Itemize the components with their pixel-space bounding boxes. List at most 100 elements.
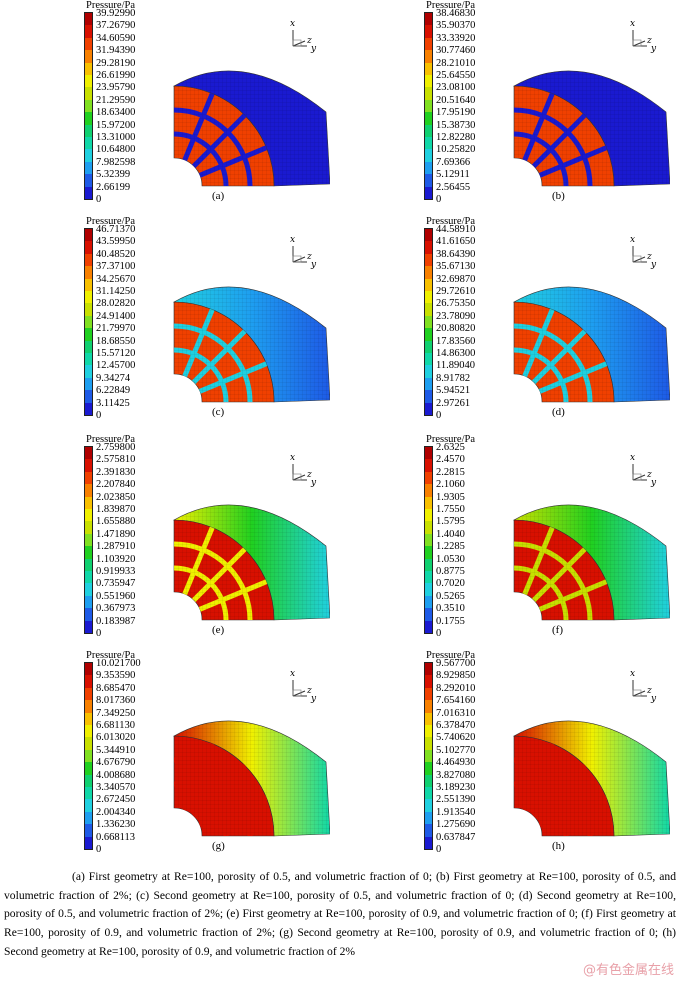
colorbar-tick-label: 12.45700	[96, 360, 136, 372]
colorbar-segment	[425, 737, 432, 751]
colorbar-tick-label: 29.72610	[436, 286, 476, 297]
subfigure-label: (e)	[212, 624, 225, 636]
colorbar	[84, 12, 93, 200]
pressure-contour-model	[490, 62, 671, 197]
colorbar-segment	[85, 620, 92, 634]
pressure-contour-model	[490, 712, 671, 847]
colorbar-segment	[85, 229, 92, 242]
svg-text:y: y	[310, 44, 317, 54]
colorbar	[424, 12, 433, 200]
colorbar-tick-label: 8.91782	[436, 372, 471, 384]
colorbar-tick-label: 0.735947	[96, 578, 136, 590]
colorbar-segment	[425, 112, 432, 126]
colorbar-segment	[425, 484, 432, 498]
colorbar-title: Pressure/Pa	[426, 650, 475, 661]
subfigure-label: (g)	[212, 840, 225, 852]
svg-text:z: z	[646, 686, 652, 696]
colorbar-tick-label: 2.56455	[436, 181, 471, 193]
colorbar-segment	[85, 447, 92, 460]
colorbar-segment	[425, 687, 432, 701]
colorbar-tick-label: 2.672450	[96, 794, 136, 806]
colorbar-segment	[425, 595, 432, 609]
colorbar-tick-label: 5.94521	[436, 385, 471, 397]
colorbar-tick-label: 41.61650	[436, 236, 476, 248]
svg-text:z: z	[646, 36, 652, 46]
colorbar-segment	[425, 241, 432, 255]
colorbar-segment	[85, 149, 92, 163]
colorbar-tick-label: 35.67130	[436, 261, 476, 273]
colorbar-segment	[425, 402, 432, 416]
colorbar-segment	[425, 186, 432, 200]
model-mesh	[174, 70, 330, 186]
colorbar-segment	[85, 253, 92, 267]
colorbar-tick-label: 38.64390	[436, 248, 476, 260]
colorbar-segment	[85, 390, 92, 404]
colorbar-segment	[425, 353, 432, 366]
subfigure-label: (c)	[212, 406, 225, 418]
colorbar-segment	[425, 377, 432, 391]
subfigure-label: (d)	[552, 406, 565, 418]
colorbar-tick-label: 38.46830	[436, 8, 476, 19]
colorbar-segment	[425, 149, 432, 163]
colorbar-tick-label: 2.207840	[96, 479, 136, 491]
svg-text:x: x	[290, 19, 295, 29]
contour-panel-g: Pressure/Pa 10.021700 9.353590 8.685470 8.01…	[0, 650, 340, 862]
colorbar-segment	[85, 762, 92, 776]
colorbar-tick-label: 1.0530	[436, 553, 465, 565]
colorbar-segment	[85, 328, 92, 342]
colorbar-tick-label: 2.1060	[436, 479, 465, 491]
subfigure-label: (a)	[212, 190, 225, 202]
colorbar-segment	[85, 509, 92, 522]
svg-text:y: y	[310, 478, 317, 488]
colorbar-segment	[425, 13, 432, 26]
svg-text:y: y	[650, 44, 657, 54]
colorbar-tick-label: 26.61990	[96, 70, 136, 81]
colorbar-tick-label: 20.80820	[436, 323, 476, 335]
colorbar-tick-label: 8.929850	[436, 670, 476, 682]
colorbar-tick-label: 1.5795	[436, 516, 465, 528]
colorbar-tick-label: 1.9305	[436, 491, 465, 503]
colorbar-tick-label: 30.77460	[436, 45, 476, 57]
colorbar-tick-label: 4.676790	[96, 757, 136, 769]
colorbar-segment	[85, 25, 92, 39]
svg-text:x: x	[630, 669, 635, 679]
colorbar-segment	[425, 496, 432, 510]
colorbar-tick-label: 24.91400	[96, 310, 136, 322]
model-mesh	[174, 504, 330, 620]
colorbar-segment	[85, 571, 92, 584]
subfigure-label: (h)	[552, 840, 565, 852]
colorbar-tick-label: 28.02820	[96, 298, 136, 310]
colorbar-segment	[85, 124, 92, 138]
colorbar-tick-label: 2.66199	[96, 181, 131, 193]
colorbar-tick-label: 15.97200	[96, 119, 136, 131]
colorbar-segment	[85, 687, 92, 701]
colorbar-tick-label: 26.75350	[436, 298, 476, 310]
pressure-contour-model	[150, 278, 331, 413]
colorbar-tick-label: 0.3510	[436, 603, 465, 615]
colorbar-tick-label: 5.32399	[96, 169, 131, 181]
model-mesh	[514, 504, 670, 620]
colorbar-tick-label: 34.60590	[96, 32, 136, 44]
colorbar-segment	[425, 787, 432, 800]
colorbar-tick-label: 10.021700	[96, 658, 141, 669]
colorbar-segment	[85, 161, 92, 175]
colorbar-tick-label: 6.013020	[96, 732, 136, 744]
colorbar-tick-label: 0	[436, 844, 442, 855]
colorbar-tick-label: 34.25670	[96, 273, 136, 285]
colorbar-segment	[85, 266, 92, 280]
colorbar-segment	[425, 253, 432, 267]
model-mesh	[174, 720, 330, 836]
colorbar-segment	[425, 37, 432, 51]
colorbar-tick-label: 21.29590	[96, 94, 136, 106]
colorbar-segment	[85, 663, 92, 676]
figure-caption: (a) First geometry at Re=100, porosity o…	[4, 868, 676, 962]
colorbar-segment	[85, 700, 92, 714]
colorbar-segment	[85, 112, 92, 126]
colorbar-segment	[85, 496, 92, 510]
colorbar-tick-label: 1.655880	[96, 516, 136, 528]
colorbar-tick-label: 1.336230	[96, 819, 136, 831]
colorbar-tick-label: 2.391830	[96, 466, 136, 478]
